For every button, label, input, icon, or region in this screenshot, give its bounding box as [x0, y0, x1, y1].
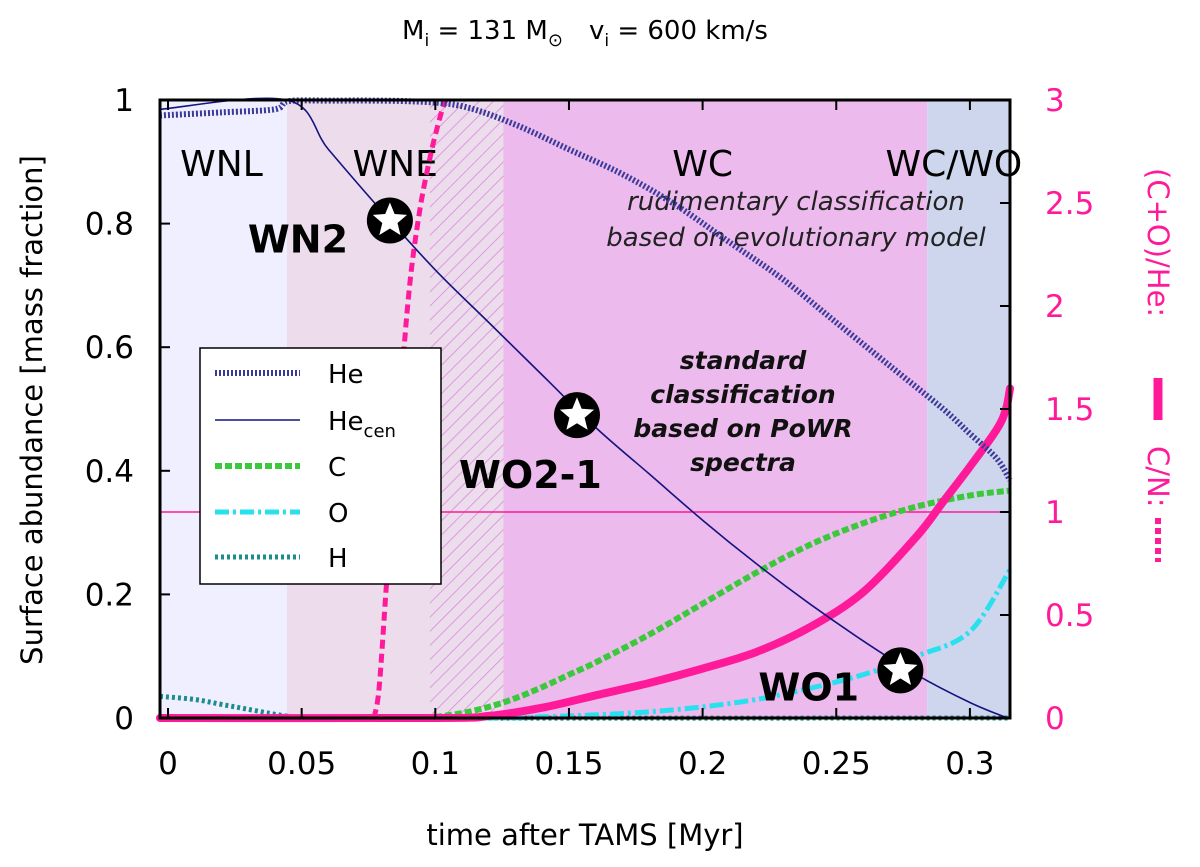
sun-symbol: ⊙	[548, 30, 563, 51]
series-helium-central	[159, 97, 1008, 719]
spectral-label-wn2: WN2	[248, 218, 348, 262]
title-mass-value: = 131 M	[429, 16, 548, 46]
y2-label-cn: C/N:	[1141, 446, 1175, 507]
title-velocity-subscript: i	[604, 31, 609, 51]
standard-note-line4: spectra	[690, 448, 796, 477]
standard-note-line3: based on PoWR	[633, 414, 852, 443]
y-axis-label: Surface abundance [mass fraction]	[15, 155, 49, 665]
x-tick-labels: 0 0.05 0.1 0.15 0.2 0.25 0.3	[158, 746, 994, 782]
x-tick-label: 0	[158, 746, 178, 782]
rudimentary-note-line1: rudimentary classification	[627, 187, 965, 217]
phase-label-wne: WNE	[353, 144, 438, 185]
y-tick-label: 1	[114, 83, 134, 119]
x-tick-label: 0.3	[945, 746, 994, 782]
y2-tick-label: 1.5	[1045, 392, 1094, 428]
legend-label-he-cen: Hecen	[328, 407, 396, 442]
spectral-label-wo1: WO1	[758, 665, 859, 709]
spectral-marker-wo2-1: WO2-1	[459, 392, 602, 497]
chart-title: Mi = 131 M⊙ vi = 600 km/s	[402, 16, 768, 51]
y2-label-co-he: (C+O)/He:	[1141, 168, 1175, 317]
standard-note-line2: classification	[650, 380, 835, 409]
series-carbon	[159, 487, 1011, 722]
x-tick-label: 0.25	[802, 746, 871, 782]
star-shape	[372, 202, 407, 236]
y-tick-label: 0.2	[85, 577, 134, 613]
title-velocity-symbol: v	[589, 16, 604, 46]
y2-tick-label: 0.5	[1045, 598, 1094, 634]
x-tick-label: 0.15	[534, 746, 603, 782]
y2-tick-label: 2.5	[1045, 186, 1094, 222]
legend-label-h: H	[328, 544, 348, 574]
y-tick-label: 0.8	[85, 207, 134, 243]
star-shape	[559, 397, 595, 430]
x-axis-label: time after TAMS [Myr]	[426, 818, 743, 852]
spectral-markers: WN2 WO2-1 WO1	[248, 197, 924, 709]
y2-tick-label: 3	[1045, 83, 1065, 119]
legend-label-c: C	[328, 453, 346, 483]
y2-tick-label: 2	[1045, 289, 1065, 325]
rudimentary-note-line2: based on evolutionary model	[606, 223, 986, 253]
y-tick-label: 0	[114, 701, 134, 737]
y-tick-label: 0.6	[85, 330, 134, 366]
phase-label-wcwo: WC/WO	[885, 144, 1022, 185]
y-tick-labels: 0 0.2 0.4 0.6 0.8 1	[85, 83, 134, 737]
x-tick-label: 0.1	[411, 746, 460, 782]
x-tick-label: 0.2	[678, 746, 727, 782]
series-cn-ratio	[371, 98, 449, 719]
phase-labels: WNL WNE WC WC/WO	[180, 144, 1022, 185]
legend-label-o: O	[328, 499, 348, 529]
y-tick-label: 0.4	[85, 454, 134, 490]
y2-tick-labels: 0 0.5 1 1.5 2 2.5 3	[1045, 83, 1094, 737]
y2-tick-label: 1	[1045, 495, 1065, 531]
standard-note-line1: standard	[680, 346, 808, 375]
y2-axis-label: (C+O)/He: C/N:	[1141, 168, 1175, 562]
legend-label-he: He	[328, 360, 364, 390]
star-shape	[883, 652, 918, 685]
title-velocity-value: = 600 km/s	[609, 16, 768, 46]
spectral-marker-wn2: WN2	[248, 197, 413, 262]
phase-label-wnl: WNL	[180, 144, 263, 185]
hatched-transition-region	[429, 100, 504, 718]
phase-label-wc: WC	[672, 144, 733, 185]
y2-tick-label: 0	[1045, 701, 1065, 737]
axis-ticks	[160, 99, 1010, 719]
x-tick-label: 0.05	[267, 746, 336, 782]
title-mass-subscript: i	[424, 31, 429, 51]
title-mass-symbol: M	[402, 16, 424, 46]
legend: He Hecen C O H	[199, 347, 442, 585]
spectral-marker-wo1: WO1	[758, 647, 924, 709]
spectral-label-wo2-1: WO2-1	[459, 453, 602, 497]
